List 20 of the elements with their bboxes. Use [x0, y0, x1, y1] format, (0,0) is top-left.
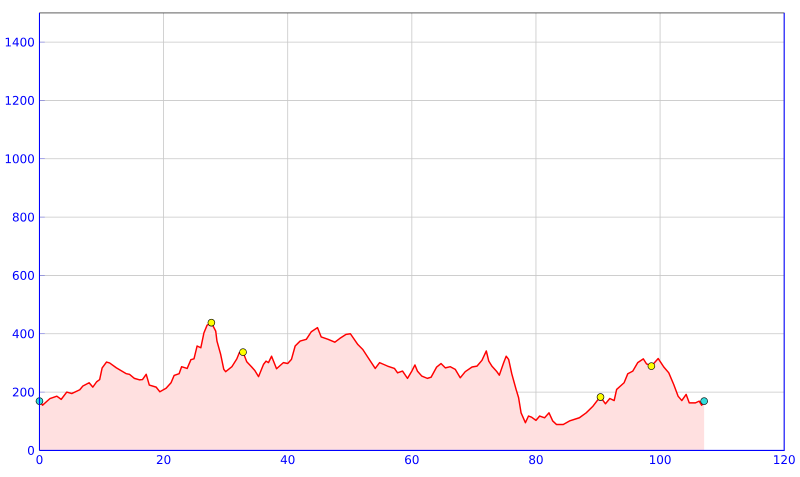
x-tick-label: 80	[529, 454, 543, 464]
point	[700, 397, 708, 405]
y-tick-label: 1200	[6, 96, 34, 105]
y-tick-label: 800	[12, 212, 34, 222]
x-tick-label: 0	[36, 454, 42, 464]
y-tick-label: 0	[28, 446, 34, 455]
y-tick-label: 200	[12, 387, 34, 396]
y-tick-label: 1000	[6, 154, 34, 164]
x-tick-label: 40	[280, 454, 295, 464]
point	[648, 362, 656, 370]
y-tick-label: 600	[12, 270, 34, 280]
point	[596, 393, 604, 401]
x-tick-label: 20	[156, 454, 170, 464]
x-tick-label: 60	[405, 454, 419, 464]
point	[239, 348, 247, 356]
x-tick-label: 120	[774, 454, 795, 464]
x-tick-label: 100	[650, 454, 671, 464]
y-tick-label: 400	[12, 329, 34, 338]
y-tick-label: 1400	[6, 37, 34, 46]
point	[208, 318, 216, 326]
